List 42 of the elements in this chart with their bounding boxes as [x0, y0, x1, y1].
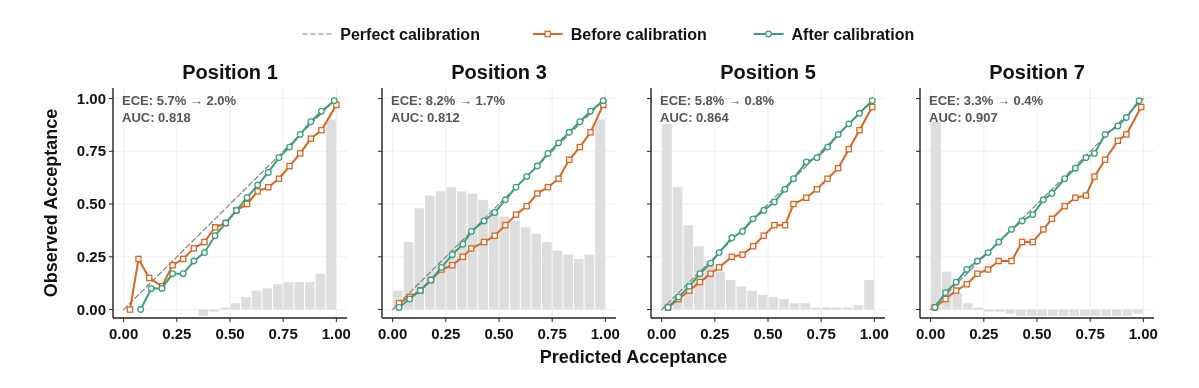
annotation: AUC: 0.864 [660, 110, 730, 125]
x-tick-label: 0.25 [969, 325, 999, 342]
annotation: ECE: 5.8% → 0.8% [660, 93, 775, 108]
x-tick-label: 0.50 [1022, 325, 1052, 342]
x-tick-label: 0.00 [109, 325, 139, 342]
legend-label: Before calibration [570, 26, 707, 43]
x-tick-label: 1.00 [859, 325, 889, 342]
x-tick-label: 1.00 [1128, 325, 1158, 342]
x-axis-title: Predicted Acceptance [539, 347, 728, 367]
annotation: ECE: 8.2% → 1.7% [391, 93, 506, 108]
x-tick-label: 0.25 [700, 325, 730, 342]
x-tick-label: 0.75 [537, 325, 567, 342]
y-tick-label: 0.50 [76, 195, 106, 213]
legend-label: After calibration [791, 26, 915, 43]
chart-title: Position 7 [989, 61, 1085, 83]
x-tick-label: 1.00 [321, 325, 351, 342]
x-tick-label: 0.75 [806, 325, 836, 342]
annotation: ECE: 5.7% → 2.0% [122, 93, 237, 108]
annotation: ECE: 3.3% → 0.4% [929, 93, 1044, 108]
y-tick-label: 0.00 [76, 300, 106, 318]
x-tick-label: 0.00 [378, 325, 408, 342]
chart-title: Position 5 [720, 61, 816, 83]
x-tick-label: 0.00 [647, 325, 677, 342]
annotation: AUC: 0.812 [391, 110, 460, 125]
annotation: AUC: 0.907 [929, 110, 998, 125]
legend-label: Perfect calibration [340, 26, 480, 43]
y-tick-label: 0.25 [76, 247, 106, 265]
x-tick-label: 0.25 [162, 325, 192, 342]
x-tick-label: 0.25 [431, 325, 461, 342]
x-tick-label: 0.75 [1075, 325, 1105, 342]
x-tick-label: 0.50 [753, 325, 783, 342]
annotation: AUC: 0.818 [122, 110, 191, 125]
y-tick-label: 0.75 [76, 142, 106, 160]
x-tick-label: 0.75 [268, 325, 298, 342]
y-axis-title: Observed Acceptance [41, 108, 61, 298]
chart-title: Position 1 [182, 61, 278, 83]
x-tick-label: 0.50 [484, 325, 514, 342]
chart-title: Position 3 [451, 61, 547, 83]
x-tick-label: 1.00 [590, 325, 620, 342]
x-tick-label: 0.00 [916, 325, 946, 342]
x-tick-label: 0.50 [215, 325, 245, 342]
y-tick-label: 1.00 [76, 89, 106, 107]
